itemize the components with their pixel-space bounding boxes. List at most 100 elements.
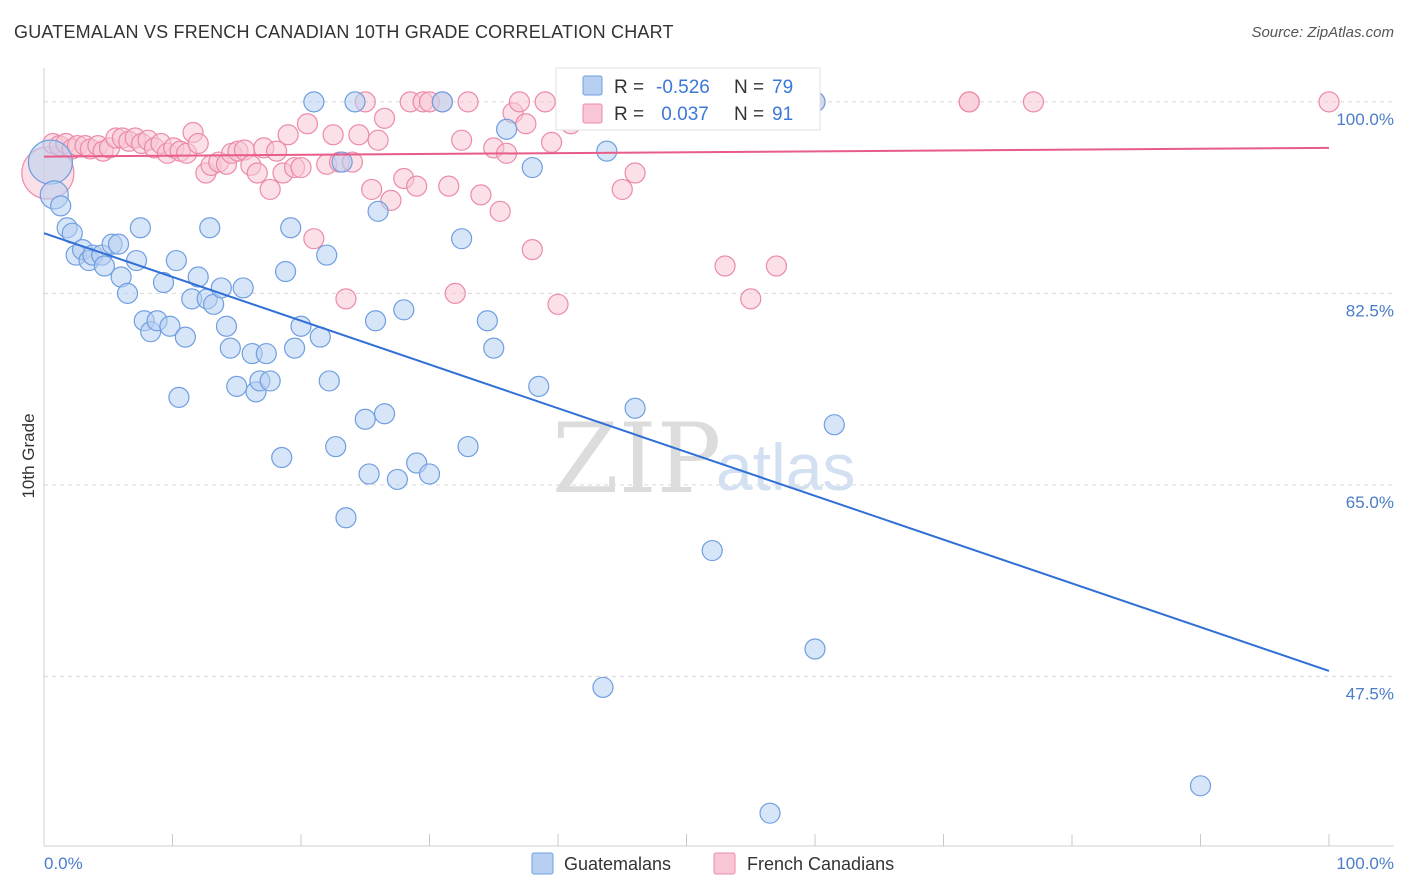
bottom-legend-label-french-canadians: French Canadians bbox=[747, 854, 894, 874]
french-canadians-point-52 bbox=[373, 107, 396, 129]
guatemalans-point-40 bbox=[271, 446, 293, 469]
guatemalans-point-12 bbox=[107, 233, 130, 255]
guatemalans-point-20 bbox=[152, 271, 175, 294]
bottom-legend-label-guatemalans: Guatemalans bbox=[564, 854, 671, 874]
y-tick-label-3: 100.0% bbox=[1336, 110, 1394, 129]
guatemalans-point-57 bbox=[373, 403, 396, 425]
guatemalans-point-44 bbox=[290, 315, 312, 337]
guatemalans-trend-line bbox=[43, 232, 1330, 672]
watermark-zip: ZIP bbox=[552, 403, 721, 515]
guatemalans-point-48 bbox=[318, 370, 340, 392]
guatemalans-point-64 bbox=[457, 435, 479, 458]
legend-r-value-french-canadians: 0.037 bbox=[656, 104, 709, 125]
guatemalans-point-34 bbox=[232, 277, 254, 299]
guatemalans-point-63 bbox=[451, 228, 473, 250]
french-canadians-point-44 bbox=[322, 124, 344, 146]
french-canadians-point-33 bbox=[246, 162, 268, 184]
legend-n-label-french-canadians: N = bbox=[734, 104, 764, 125]
watermark: ZIP atlas bbox=[552, 403, 855, 515]
guatemalans-point-10 bbox=[93, 255, 115, 277]
guatemalans-point-2 bbox=[50, 195, 72, 217]
guatemalans-point-0 bbox=[27, 139, 74, 185]
x-tick-label-max: 100.0% bbox=[1336, 854, 1394, 873]
french-canadians-point-63 bbox=[457, 91, 479, 113]
french-canadians-point-69 bbox=[508, 91, 531, 113]
legend-r-value-guatemalans: -0.526 bbox=[656, 77, 710, 98]
french-canadians-point-46 bbox=[335, 288, 357, 310]
guatemalans-point-79 bbox=[1189, 775, 1212, 797]
y-axis-label: 10th Grade bbox=[19, 413, 38, 498]
chart-title: GUATEMALAN VS FRENCH CANADIAN 10TH GRADE… bbox=[14, 22, 674, 42]
french-canadians-point-71 bbox=[521, 239, 543, 261]
guatemalans-point-50 bbox=[331, 151, 353, 173]
guatemalans-point-77 bbox=[804, 638, 826, 660]
guatemalans-point-56 bbox=[367, 200, 389, 222]
french-canadians-point-40 bbox=[290, 156, 312, 179]
french-canadians-point-64 bbox=[470, 184, 492, 206]
guatemalans-point-38 bbox=[255, 342, 277, 365]
french-canadians-point-84 bbox=[765, 255, 788, 277]
french-canadians-point-24 bbox=[187, 132, 209, 155]
series-legend: Guatemalans French Canadians bbox=[531, 852, 894, 875]
guatemalans-point-58 bbox=[386, 468, 408, 491]
french-canadians-point-88 bbox=[958, 91, 980, 113]
guatemalans-point-28 bbox=[199, 217, 221, 239]
guatemalans-point-68 bbox=[521, 156, 543, 179]
french-canadians-trend-line bbox=[43, 146, 1330, 158]
french-canadians-point-82 bbox=[714, 255, 736, 277]
guatemalans-point-24 bbox=[174, 326, 196, 348]
guatemalans-point-26 bbox=[187, 266, 209, 288]
guatemalans-point-78 bbox=[823, 414, 845, 436]
guatemalans-point-33 bbox=[226, 375, 248, 397]
guatemalans-point-16 bbox=[129, 217, 151, 239]
french-canadians-point-79 bbox=[624, 162, 646, 184]
french-canadians-point-83 bbox=[740, 288, 762, 310]
y-tick-label-2: 82.5% bbox=[1346, 301, 1394, 320]
guatemalans-point-70 bbox=[592, 676, 614, 698]
guatemalans-point-42 bbox=[280, 217, 302, 239]
source-credit: Source: ZipAtlas.com bbox=[1251, 24, 1394, 41]
guatemalans-point-72 bbox=[624, 397, 646, 419]
french-canadians-point-61 bbox=[444, 282, 466, 304]
guatemalans-point-22 bbox=[165, 249, 187, 272]
guatemalans-point-31 bbox=[215, 315, 238, 337]
guatemalans-point-45 bbox=[303, 91, 325, 113]
y-tick-labels: 47.5% 65.0% 82.5% 100.0% bbox=[1336, 110, 1394, 704]
bottom-legend-swatch-guatemalans bbox=[531, 852, 554, 875]
guatemalans-point-32 bbox=[219, 337, 241, 359]
guatemalans-point-41 bbox=[274, 260, 297, 283]
guatemalans-point-66 bbox=[483, 337, 505, 359]
guatemalans-point-75 bbox=[759, 802, 781, 824]
guatemalans-point-67 bbox=[496, 118, 518, 140]
series-french-canadians-points bbox=[21, 91, 1340, 315]
guatemalans-point-71 bbox=[596, 140, 618, 162]
guatemalans-point-30 bbox=[210, 277, 232, 299]
bottom-legend-swatch-french-canadians bbox=[713, 852, 736, 875]
y-tick-label-0: 47.5% bbox=[1346, 684, 1394, 703]
french-canadians-point-41 bbox=[296, 113, 319, 135]
legend-n-value-french-canadians: 91 bbox=[772, 104, 793, 125]
guatemalans-point-43 bbox=[283, 337, 306, 359]
french-canadians-point-62 bbox=[451, 129, 473, 151]
guatemalans-point-55 bbox=[364, 310, 387, 332]
french-canadians-point-72 bbox=[534, 91, 556, 113]
guatemalans-point-62 bbox=[431, 91, 453, 113]
guatemalans-point-47 bbox=[316, 244, 338, 266]
guatemalans-point-69 bbox=[528, 375, 550, 397]
french-canadians-point-35 bbox=[259, 178, 281, 201]
french-canadians-point-74 bbox=[547, 293, 569, 315]
french-canadians-point-50 bbox=[361, 178, 383, 201]
guatemalans-point-61 bbox=[418, 463, 441, 485]
x-tick-label-min: 0.0% bbox=[44, 854, 83, 873]
guatemalans-point-21 bbox=[159, 315, 181, 337]
french-canadians-point-42 bbox=[303, 228, 325, 250]
french-canadians-point-36 bbox=[265, 140, 288, 162]
legend-swatch-french-canadians bbox=[582, 103, 603, 124]
guatemalans-point-52 bbox=[344, 91, 366, 113]
french-canadians-point-89 bbox=[1022, 91, 1045, 113]
french-canadians-point-66 bbox=[489, 200, 511, 222]
french-canadians-point-48 bbox=[348, 124, 370, 146]
watermark-atlas: atlas bbox=[716, 430, 855, 504]
guatemalans-point-51 bbox=[335, 507, 357, 529]
